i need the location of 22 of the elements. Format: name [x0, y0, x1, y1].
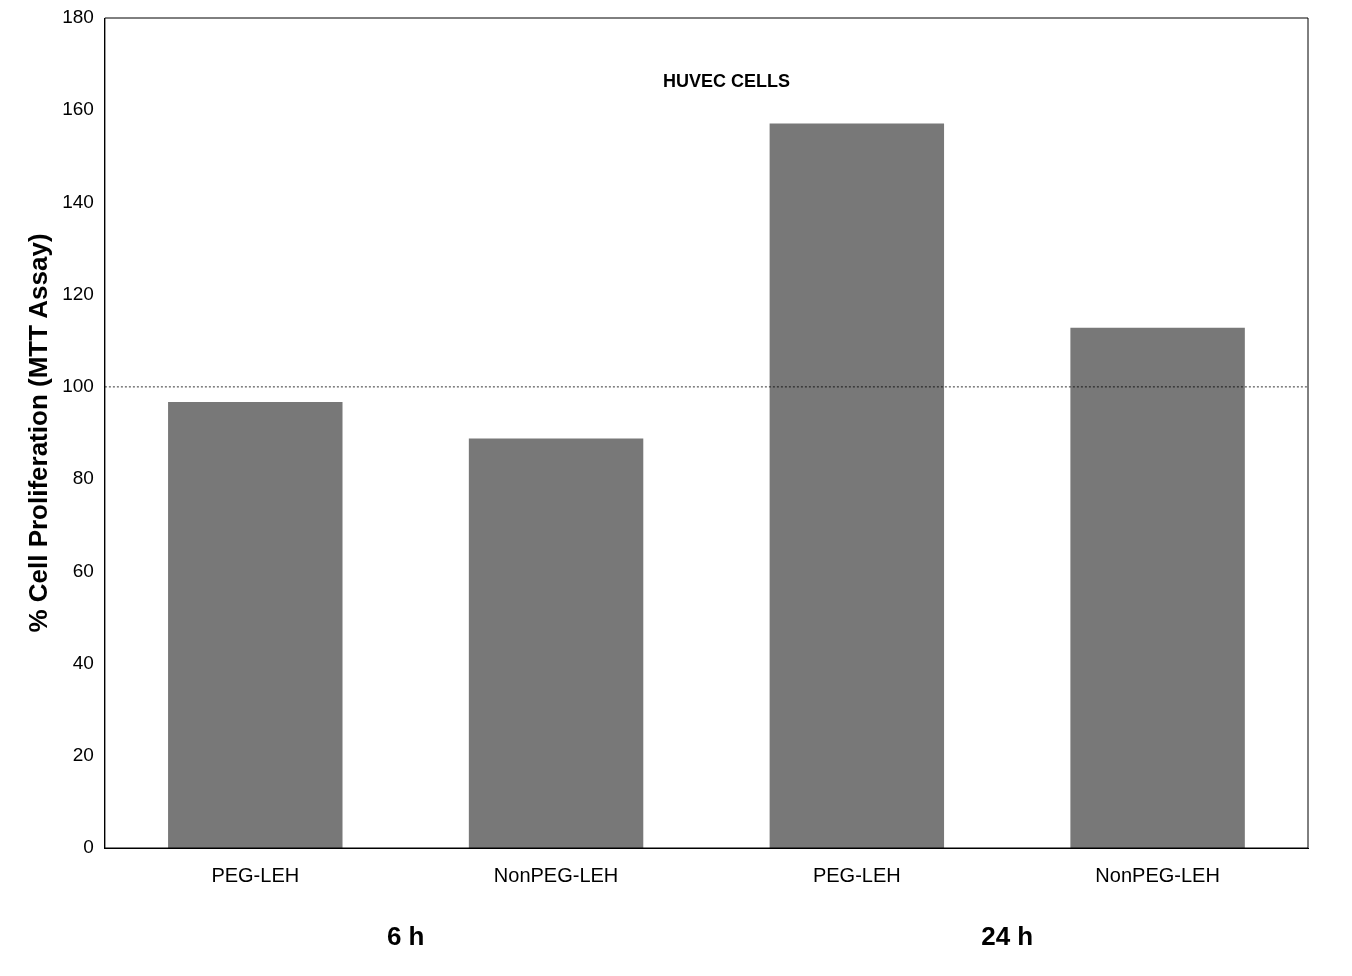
y-tick-label: 120: [62, 282, 94, 304]
x-tick-label: PEG-LEH: [211, 863, 300, 886]
bar: [468, 438, 644, 848]
y-tick-label: 140: [62, 190, 94, 212]
x-tick-label: PEG-LEH: [812, 863, 901, 886]
y-axis-title: % Cell Proliferation (MTT Assay): [22, 233, 53, 633]
x-tick-label: NonPEG-LEH: [493, 863, 619, 886]
bar: [168, 402, 343, 848]
text: HUVEC CELLS: [662, 70, 790, 91]
y-tick-label: 160: [62, 98, 94, 120]
bar: [1070, 327, 1245, 848]
y-tick-label: 100: [62, 375, 94, 397]
text: 6 h: [386, 921, 425, 952]
y-tick-label: 40: [72, 651, 94, 673]
y-tick-label: 60: [72, 559, 94, 581]
y-tick-label: 0: [83, 836, 94, 858]
y-tick-label: 180: [62, 6, 94, 28]
text: 24 h: [981, 921, 1034, 952]
bar: [769, 123, 945, 848]
x-tick-label: NonPEG-LEH: [1095, 863, 1220, 886]
y-tick-label: 80: [72, 467, 94, 489]
y-tick-label: 20: [72, 744, 94, 766]
